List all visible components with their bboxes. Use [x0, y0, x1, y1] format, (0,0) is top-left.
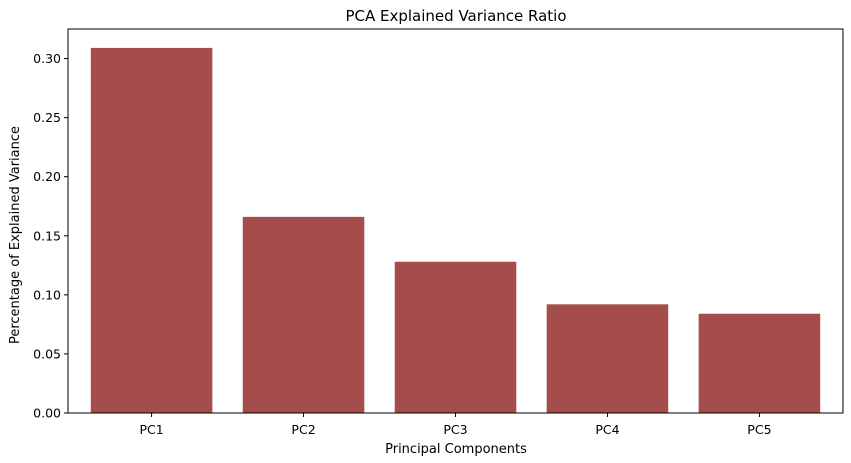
- y-tick-label: 0.15: [33, 228, 61, 243]
- y-tick-label: 0.05: [33, 346, 61, 361]
- x-tick-label: PC2: [291, 422, 315, 437]
- y-axis-label: Percentage of Explained Variance: [8, 126, 23, 344]
- y-tick-label: 0.25: [33, 110, 61, 125]
- y-axis-ticks: 0.00 0.05 0.10 0.15 0.20 0.25 0.30: [33, 51, 68, 421]
- y-tick-label: 0.30: [33, 51, 61, 66]
- y-tick-label: 0.00: [33, 406, 61, 421]
- y-tick-label: 0.10: [33, 287, 61, 302]
- x-tick-label: PC4: [595, 422, 619, 437]
- x-tick-label: PC3: [443, 422, 467, 437]
- x-axis-ticks: PC1 PC2 PC3 PC4 PC5: [139, 413, 772, 437]
- plot-frame: [67, 28, 844, 414]
- x-axis-label: Principal Components: [385, 442, 527, 457]
- bar-pc2: [242, 216, 365, 413]
- y-tick-label: 0.20: [33, 169, 61, 184]
- chart-title: PCA Explained Variance Ratio: [345, 7, 566, 25]
- bar-pc3: [394, 261, 517, 413]
- x-tick-label: PC1: [139, 422, 163, 437]
- bars-group: [90, 47, 821, 414]
- bar-pc5: [698, 313, 821, 413]
- x-tick-label: PC5: [747, 422, 771, 437]
- bar-pc1: [90, 47, 213, 414]
- bar-pc4: [546, 304, 669, 413]
